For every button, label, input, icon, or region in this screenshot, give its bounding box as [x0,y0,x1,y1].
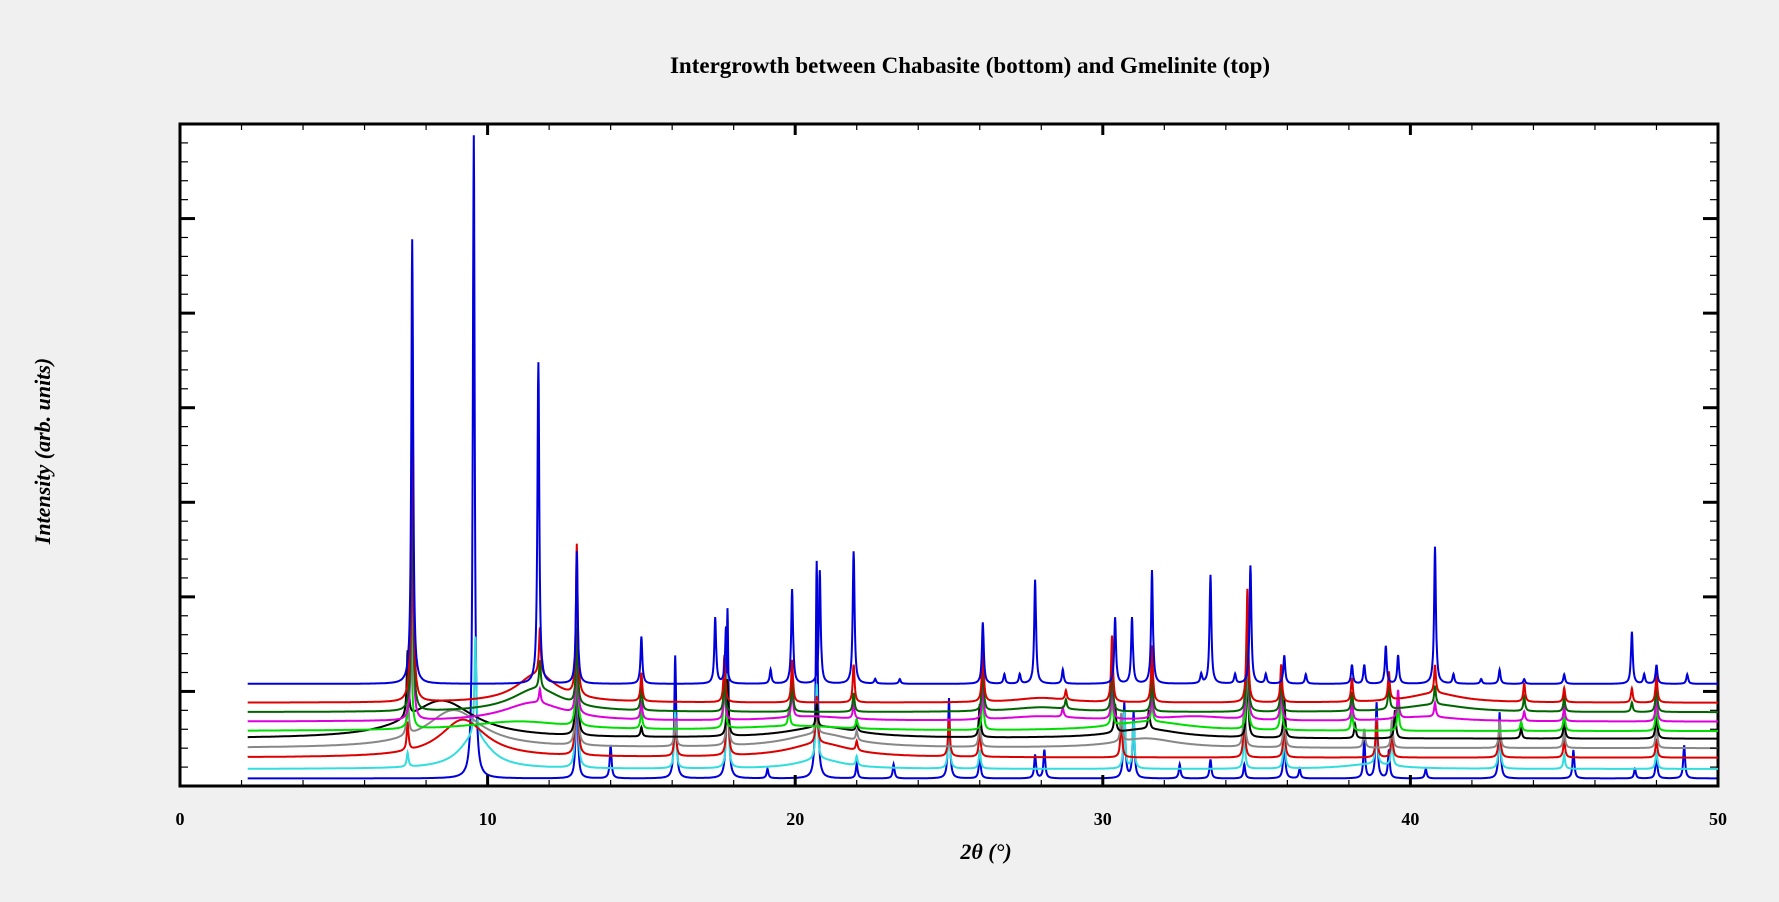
x-tick-labels: 0 10 20 30 40 50 [176,809,1728,829]
plot-area [178,122,1720,788]
x-tick-label: 30 [1094,809,1112,829]
data-traces [247,135,1718,780]
x-tick-label: 0 [176,809,185,829]
series-3-trace [247,622,1718,759]
x-tick-label: 50 [1709,809,1727,829]
axis-ticks [178,122,1720,788]
series-5-trace [247,621,1718,740]
series-2-trace [247,625,1718,770]
x-tick-label: 20 [786,809,804,829]
x-axis-label: 2θ (°) [959,839,1011,864]
x-tick-label: 10 [479,809,497,829]
chart-title: Intergrowth between Chabasite (bottom) a… [670,53,1270,78]
series-1-trace [247,135,1718,780]
series-10-trace [247,239,1718,685]
y-axis-label: Intensity (arb. units) [30,358,55,545]
series-4-trace [247,622,1718,750]
x-tick-label: 40 [1401,809,1419,829]
